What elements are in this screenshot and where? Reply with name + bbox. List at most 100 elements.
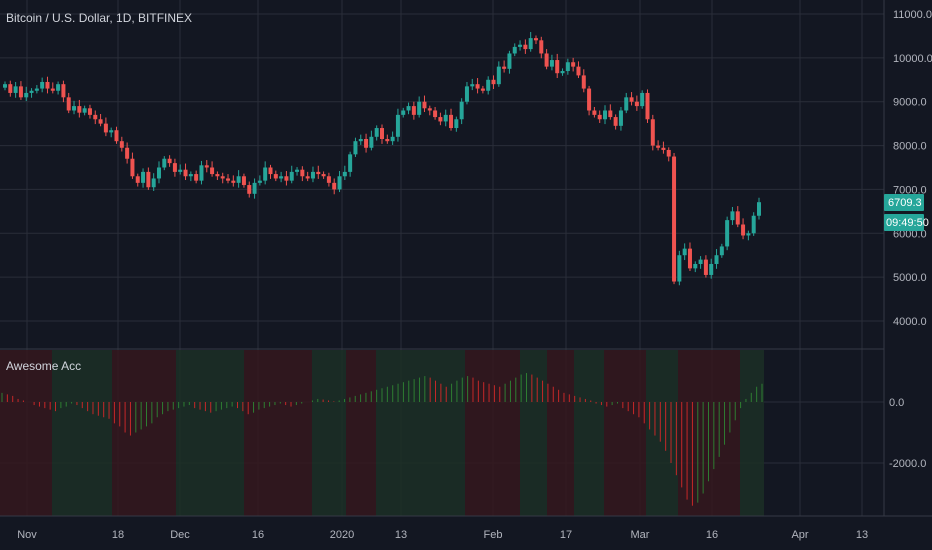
indicator-zone — [212, 350, 244, 516]
candle-body — [321, 174, 326, 177]
indicator-tick-label: 0.0 — [889, 397, 904, 409]
candle-body — [735, 211, 740, 225]
indicator-zone — [492, 350, 520, 516]
indicator-zone — [112, 350, 140, 516]
candle-body — [693, 263, 698, 269]
candle-body — [661, 147, 666, 150]
candle-body — [512, 46, 517, 54]
candle-body — [348, 154, 353, 172]
indicator-zone — [520, 350, 547, 516]
candle-body — [103, 123, 108, 133]
candle-body — [56, 84, 61, 91]
candle-body — [183, 169, 188, 177]
price-tick-label: 6000.0 — [893, 228, 927, 240]
candle-body — [337, 176, 342, 190]
candle-body — [438, 117, 443, 122]
candle-body — [443, 114, 448, 122]
candle-body — [93, 114, 98, 120]
candle-body — [257, 180, 262, 183]
candle-body — [369, 136, 374, 148]
candle-body — [178, 169, 183, 172]
candle-body — [141, 171, 146, 183]
candle-body — [226, 178, 231, 181]
indicator-title: Awesome Acc — [6, 359, 81, 373]
candle-body — [454, 119, 459, 129]
candle-body — [523, 44, 528, 50]
candle-body — [364, 138, 369, 148]
indicator-zone — [547, 350, 574, 516]
time-tick-label: 2020 — [330, 529, 354, 541]
indicator-zone — [740, 350, 764, 516]
candle-body — [682, 248, 687, 256]
candle-body — [61, 84, 66, 98]
indicator-zone — [712, 350, 740, 516]
time-axis-ticks: Nov 18 Dec 16 2020 13 Feb 17 Mar 16 Apr 13 — [17, 529, 868, 541]
candle-body — [714, 255, 719, 264]
candle-body — [380, 128, 384, 139]
indicator-zone — [604, 350, 646, 516]
candle-body — [305, 176, 310, 179]
candle-body — [87, 108, 92, 115]
indicator-zone — [646, 350, 678, 516]
candle-body — [66, 97, 71, 111]
candle-body — [486, 79, 491, 91]
candle-body — [555, 60, 560, 74]
candle-body — [709, 263, 714, 275]
candle-body — [422, 101, 427, 109]
candle-body — [565, 62, 570, 72]
candle-body — [666, 149, 671, 157]
candle-body — [273, 174, 278, 179]
candle-body — [279, 176, 284, 179]
candle-body — [475, 84, 480, 89]
candle-body — [300, 169, 305, 177]
indicator-zone — [285, 350, 312, 516]
awesome-acc-bars — [1, 373, 763, 506]
candle-body — [533, 38, 538, 41]
candle-body — [40, 81, 45, 89]
candle-body — [220, 176, 225, 179]
candle-body — [539, 40, 544, 54]
candle-body — [656, 145, 661, 148]
candle-body — [45, 81, 50, 89]
candle-body — [342, 171, 347, 177]
candle-body — [374, 128, 379, 137]
time-tick-label: Mar — [631, 529, 650, 541]
indicator-zone — [0, 350, 18, 516]
candle-body — [263, 167, 268, 181]
candle-body — [618, 110, 623, 126]
candle-body — [156, 167, 161, 179]
candle-body — [624, 97, 629, 111]
price-axis-ticks: 11000.0 10000.0 9000.0 8000.0 7000.0 6000.0 50… — [893, 9, 932, 328]
candle-body — [385, 138, 390, 142]
price-tick-label: 4000.0 — [893, 316, 927, 328]
candle-body — [417, 101, 422, 115]
candle-body — [316, 171, 321, 175]
time-tick-label: Dec — [170, 529, 190, 541]
indicator-zone — [465, 350, 492, 516]
candle-body — [114, 130, 119, 142]
candle-body — [470, 84, 475, 87]
candle-body — [581, 75, 586, 89]
candle-body — [433, 110, 438, 118]
indicator-zone — [312, 350, 346, 516]
candle-body — [746, 233, 751, 236]
price-tag: 6709.3 09:49:50 — [884, 194, 929, 231]
price-tick-label: 5000.0 — [893, 272, 927, 284]
candle-body — [491, 79, 496, 85]
candle-body — [3, 84, 7, 88]
candle-body — [634, 101, 639, 107]
indicator-zone — [376, 350, 404, 516]
candle-body — [135, 176, 140, 183]
indicator-zones — [0, 350, 764, 516]
candle-body — [751, 215, 756, 234]
indicator-zone — [52, 350, 82, 516]
candle-body — [289, 171, 294, 181]
candlestick-series — [3, 31, 761, 286]
candle-body — [603, 110, 608, 120]
candle-body — [82, 108, 87, 113]
time-tick-label: 16 — [706, 529, 718, 541]
indicator-zone — [82, 350, 112, 516]
candle-body — [109, 130, 114, 133]
candle-body — [507, 53, 512, 69]
candle-body — [98, 119, 103, 124]
